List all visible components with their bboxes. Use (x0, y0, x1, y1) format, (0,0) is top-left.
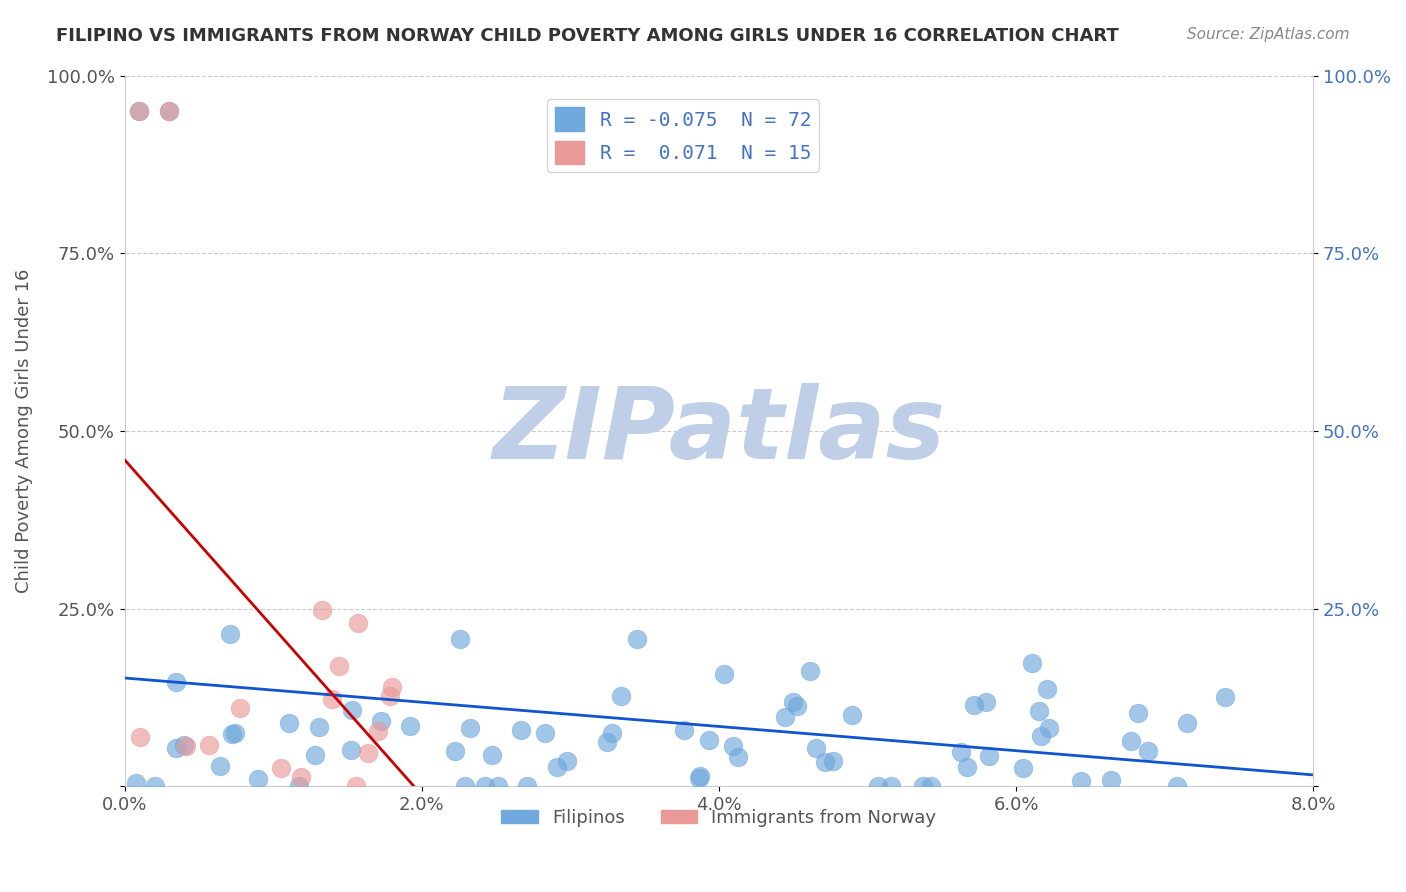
Point (1177, 715, 1199, 730)
Point (823, 754, 845, 768)
Point (290, 770, 312, 784)
Point (841, 708, 863, 723)
Legend: Filipinos, Immigrants from Norway: Filipinos, Immigrants from Norway (495, 802, 943, 834)
Point (672, 723, 695, 738)
Text: Source: ZipAtlas.com: Source: ZipAtlas.com (1187, 27, 1350, 42)
Point (799, 664, 821, 678)
Point (727, 750, 749, 764)
Point (1126, 706, 1149, 721)
Point (165, 674, 187, 689)
Point (956, 760, 979, 774)
Point (357, 746, 380, 760)
Point (626, 632, 648, 646)
Point (534, 726, 557, 740)
Point (399, 719, 422, 733)
Point (486, 780, 509, 794)
Point (173, 738, 195, 752)
Point (1070, 774, 1092, 789)
Point (963, 698, 986, 712)
Point (270, 761, 292, 775)
Point (610, 689, 633, 703)
Point (546, 760, 568, 774)
Point (340, 742, 363, 756)
Point (721, 739, 744, 754)
Point (370, 714, 392, 729)
Point (602, 725, 624, 739)
Point (510, 723, 533, 737)
Point (125, 776, 148, 790)
Point (247, 772, 270, 786)
Point (288, 780, 311, 794)
Point (977, 749, 1000, 764)
Point (328, 659, 350, 673)
Point (347, 615, 370, 630)
Point (786, 698, 808, 713)
Point (1021, 656, 1043, 670)
Point (1035, 681, 1057, 696)
Point (278, 716, 301, 731)
Point (209, 759, 232, 773)
Point (157, 104, 180, 119)
Point (689, 769, 711, 783)
Point (378, 689, 401, 703)
Point (775, 709, 797, 723)
Point (1166, 780, 1188, 794)
Point (1012, 761, 1035, 775)
Point (449, 632, 471, 647)
Point (1038, 721, 1060, 735)
Point (157, 104, 180, 119)
Point (221, 727, 243, 741)
Point (920, 780, 942, 794)
Point (342, 703, 364, 717)
Point (218, 627, 240, 641)
Point (911, 780, 934, 794)
Point (474, 780, 496, 794)
Point (481, 748, 503, 763)
Point (128, 104, 150, 119)
Point (1136, 744, 1159, 758)
Point (224, 726, 246, 740)
Point (949, 745, 972, 759)
Point (974, 696, 997, 710)
Point (879, 780, 901, 794)
Point (516, 780, 538, 794)
Point (1213, 690, 1236, 704)
Y-axis label: Child Poverty Among Girls Under 16: Child Poverty Among Girls Under 16 (15, 268, 32, 593)
Point (321, 692, 343, 706)
Point (304, 747, 326, 762)
Point (814, 756, 837, 770)
Text: FILIPINO VS IMMIGRANTS FROM NORWAY CHILD POVERTY AMONG GIRLS UNDER 16 CORRELATIO: FILIPINO VS IMMIGRANTS FROM NORWAY CHILD… (56, 27, 1119, 45)
Point (555, 755, 578, 769)
Point (713, 666, 735, 681)
Point (699, 733, 721, 747)
Point (128, 104, 150, 119)
Point (165, 741, 187, 756)
Point (804, 740, 827, 755)
Point (596, 735, 619, 749)
Point (381, 680, 404, 694)
Point (1099, 772, 1122, 787)
Point (454, 780, 477, 794)
Point (1028, 705, 1050, 719)
Point (782, 694, 804, 708)
Point (311, 602, 333, 616)
Point (367, 723, 389, 738)
Point (868, 780, 890, 794)
Point (229, 701, 252, 715)
Point (688, 771, 710, 785)
Point (143, 780, 166, 794)
Point (197, 739, 219, 753)
Text: ZIPatlas: ZIPatlas (492, 383, 945, 480)
Point (444, 744, 467, 758)
Point (344, 780, 367, 794)
Point (128, 730, 150, 744)
Point (1029, 729, 1052, 743)
Point (458, 722, 481, 736)
Point (308, 720, 330, 734)
Point (174, 739, 197, 754)
Point (1121, 734, 1143, 748)
